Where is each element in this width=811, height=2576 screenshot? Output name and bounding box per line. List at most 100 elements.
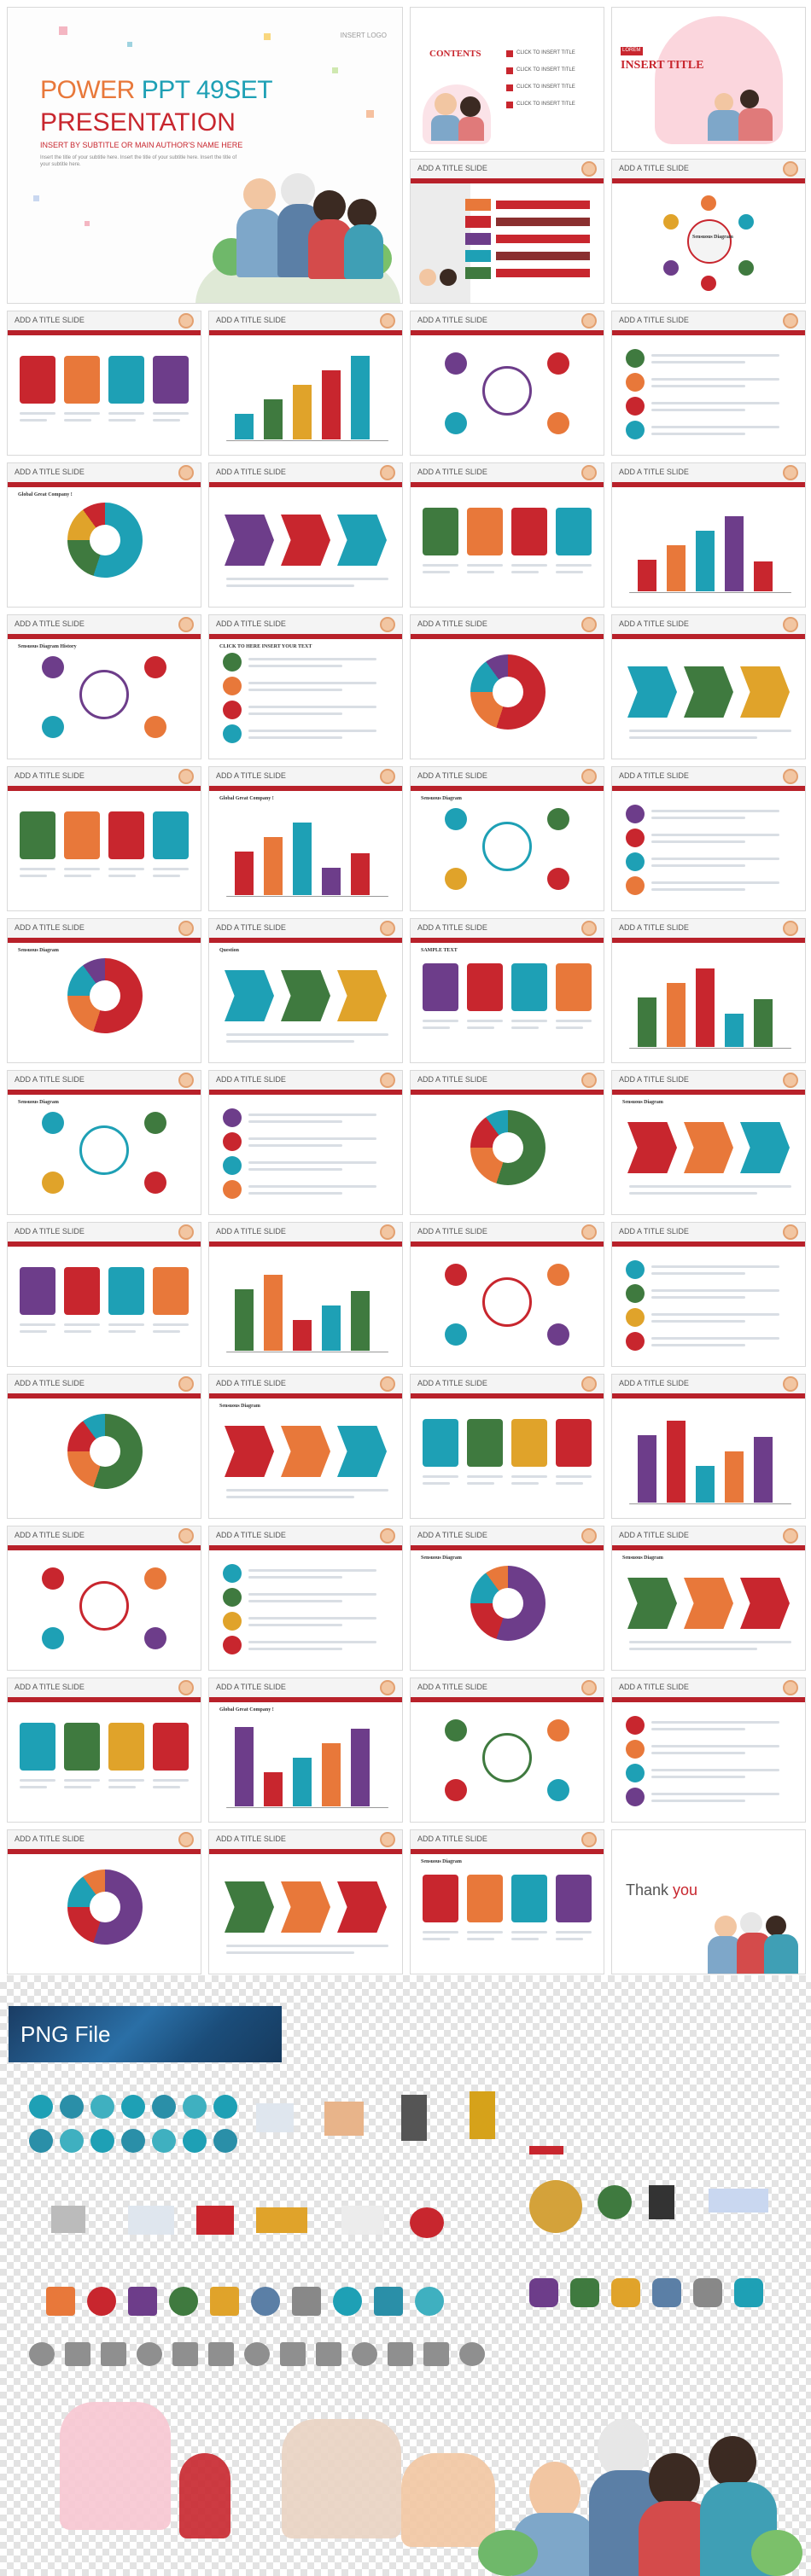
slide-thumbnail[interactable]: ADD A TITLE SLIDE Sensuous Diagram — [410, 1526, 604, 1671]
slide-thumbnail[interactable]: ADD A TITLE SLIDE Sensuous Diagram — [611, 1070, 806, 1215]
diagram-block — [64, 811, 100, 859]
avatar — [178, 1680, 194, 1695]
slide-thumbnail[interactable]: ADD A TITLE SLIDE — [7, 766, 201, 911]
diagram-block — [511, 963, 547, 1011]
slide-subtitle-bar — [612, 482, 805, 487]
slide-thumbnail[interactable]: ADD A TITLE SLIDE Sensuous Diagram — [410, 766, 604, 911]
slide-thumbnail[interactable]: ADD A TITLE SLIDE — [611, 1374, 806, 1519]
slide-label: Sensuous Diagram — [622, 1555, 663, 1561]
slide-thumbnail[interactable]: ADD A TITLE SLIDE — [611, 614, 806, 759]
slide-label: Global Great Company ! — [219, 1707, 274, 1712]
slide-thumbnail[interactable]: ADD A TITLE SLIDE — [410, 1222, 604, 1367]
slide-thumbnail[interactable]: ADD A TITLE SLIDE Global Great Company ! — [208, 766, 403, 911]
slide-subtitle-bar — [209, 1697, 402, 1702]
slide-thumbnail[interactable]: ADD A TITLE SLIDE — [611, 1222, 806, 1367]
slide-title: ADD A TITLE SLIDE — [15, 1379, 85, 1387]
slide-thumbnail[interactable]: ADD A TITLE SLIDE Global Great Company ! — [208, 1678, 403, 1823]
slide-thumbnail[interactable]: ADD A TITLE SLIDE — [410, 614, 604, 759]
list-row — [626, 1740, 645, 1759]
slide-subtitle-bar — [209, 330, 402, 335]
slide-thumbnail[interactable]: ADD A TITLE SLIDE — [611, 462, 806, 608]
slide-thumbnail[interactable]: ADD A TITLE SLIDE — [208, 1222, 403, 1367]
round-badge-icon — [121, 2095, 145, 2119]
avatar — [380, 1073, 395, 1088]
contents-item-2[interactable]: CLICK TO INSERT TITLE — [516, 67, 575, 73]
slide-title: ADD A TITLE SLIDE — [15, 1683, 85, 1691]
contents-item-1[interactable]: CLICK TO INSERT TITLE — [516, 50, 575, 55]
diagram-node — [547, 412, 569, 434]
thank-you-slide[interactable]: Thank you — [611, 1829, 806, 1974]
slide-thumbnail[interactable]: ADD A TITLE SLIDE — [410, 1678, 604, 1823]
slide-thumbnail[interactable]: ADD A TITLE SLIDE — [208, 1526, 403, 1671]
diagram-block — [423, 1419, 458, 1467]
slide-thumbnail[interactable]: ADD A TITLE SLIDE Global Great Company ! — [7, 462, 201, 608]
slide-thumbnail[interactable]: ADD A TITLE SLIDE — [410, 462, 604, 608]
cover-slide[interactable]: INSERT LOGO POWER PPT 49SET PRESENTATION… — [7, 7, 403, 304]
slide-thumbnail[interactable]: ADD A TITLE SLIDE Sensuous Diagram — [410, 1829, 604, 1974]
slide-thumbnail[interactable]: ADD A TITLE SLIDE — [208, 311, 403, 456]
slide-thumbnail[interactable]: ADD A TITLE SLIDE — [410, 311, 604, 456]
slide-subtitle-bar — [612, 1241, 805, 1247]
slide-thumbnail[interactable]: ADD A TITLE SLIDE — [611, 311, 806, 456]
contents-item-4[interactable]: CLICK TO INSERT TITLE — [516, 102, 575, 107]
slide-cycle[interactable]: ADD A TITLE SLIDE Sensuous Diagram — [611, 159, 806, 304]
slide-thumbnail[interactable]: ADD A TITLE SLIDE Sensuous Diagram Histor… — [7, 614, 201, 759]
slide-thumbnail[interactable]: ADD A TITLE SLIDE — [410, 1374, 604, 1519]
slide-title: ADD A TITLE SLIDE — [15, 1075, 85, 1084]
slide-title-bar: ADD A TITLE SLIDE — [411, 463, 604, 482]
slide-arrows[interactable]: ADD A TITLE SLIDE — [410, 159, 604, 304]
section-slide[interactable]: LOREM INSERT TITLE — [611, 7, 806, 152]
slide-thumbnail[interactable]: ADD A TITLE SLIDE — [611, 766, 806, 911]
slide-thumbnail[interactable]: ADD A TITLE SLIDE SAMPLE TEXT — [410, 918, 604, 1063]
slide-thumbnail[interactable]: ADD A TITLE SLIDE Question — [208, 918, 403, 1063]
document-icon — [210, 2287, 239, 2316]
slide-thumbnail[interactable]: ADD A TITLE SLIDE — [208, 462, 403, 608]
arrow-step — [627, 1122, 677, 1173]
slide-thumbnail[interactable]: ADD A TITLE SLIDE Sensuous Diagram — [208, 1374, 403, 1519]
contents-heading: CONTENTS — [429, 49, 481, 59]
slide-thumbnail[interactable]: ADD A TITLE SLIDE CLICK TO HERE INSERT YO… — [208, 614, 403, 759]
slide-subtitle-bar — [209, 634, 402, 639]
insert-logo: INSERT LOGO — [340, 32, 387, 39]
slide-title: ADD A TITLE SLIDE — [417, 619, 487, 628]
slide-title-bar: ADD A TITLE SLIDE — [209, 1071, 402, 1090]
diagram-node — [144, 716, 166, 738]
slide-thumbnail[interactable]: ADD A TITLE SLIDE — [7, 1526, 201, 1671]
cover-title-line2: PRESENTATION — [40, 108, 236, 137]
slide-thumbnail[interactable]: ADD A TITLE SLIDE — [7, 311, 201, 456]
you-word: you — [673, 1881, 698, 1899]
diagram-node — [445, 868, 467, 890]
slide-subtitle-bar — [209, 1090, 402, 1095]
slide-title-bar: ADD A TITLE SLIDE — [209, 1526, 402, 1545]
slide-title: ADD A TITLE SLIDE — [15, 1227, 85, 1236]
chart-bar — [235, 852, 254, 895]
slide-thumbnail[interactable]: ADD A TITLE SLIDE — [7, 1222, 201, 1367]
list-row — [626, 1788, 645, 1806]
slide-thumbnail[interactable]: ADD A TITLE SLIDE — [611, 1678, 806, 1823]
slide-thumbnail[interactable]: ADD A TITLE SLIDE — [7, 1678, 201, 1823]
diagram-block — [153, 1267, 189, 1315]
slide-subtitle-bar — [411, 1393, 604, 1398]
slide-title: ADD A TITLE SLIDE — [417, 1075, 487, 1084]
slide-thumbnail[interactable]: ADD A TITLE SLIDE Sensuous Diagram — [7, 918, 201, 1063]
slide-title: ADD A TITLE SLIDE — [417, 1227, 487, 1236]
slide-thumbnail[interactable]: ADD A TITLE SLIDE — [7, 1829, 201, 1974]
slide-thumbnail[interactable]: ADD A TITLE SLIDE — [410, 1070, 604, 1215]
slide-thumbnail[interactable]: ADD A TITLE SLIDE — [7, 1374, 201, 1519]
contents-slide[interactable]: CONTENTS CLICK TO INSERT TITLE CLICK TO … — [410, 7, 604, 152]
slide-thumbnail[interactable]: ADD A TITLE SLIDE Sensuous Diagram — [7, 1070, 201, 1215]
slide-thumbnail[interactable]: ADD A TITLE SLIDE — [611, 918, 806, 1063]
slide-label: CLICK TO HERE INSERT YOUR TEXT — [219, 644, 312, 649]
diagram-node — [42, 1112, 64, 1134]
png-file-label: PNG File — [20, 2021, 111, 2047]
slide-thumbnail[interactable]: ADD A TITLE SLIDE — [208, 1829, 403, 1974]
diagram-block — [556, 1419, 592, 1467]
slide-title: ADD A TITLE SLIDE — [15, 1531, 85, 1539]
slide-thumbnail[interactable]: ADD A TITLE SLIDE Sensuous Diagram — [611, 1526, 806, 1671]
list-row — [223, 653, 242, 672]
slide-title-bar: ADD A TITLE SLIDE — [209, 1223, 402, 1241]
diagram-node — [144, 1627, 166, 1649]
contents-item-3[interactable]: CLICK TO INSERT TITLE — [516, 84, 575, 90]
list-row — [626, 852, 645, 871]
slide-thumbnail[interactable]: ADD A TITLE SLIDE — [208, 1070, 403, 1215]
